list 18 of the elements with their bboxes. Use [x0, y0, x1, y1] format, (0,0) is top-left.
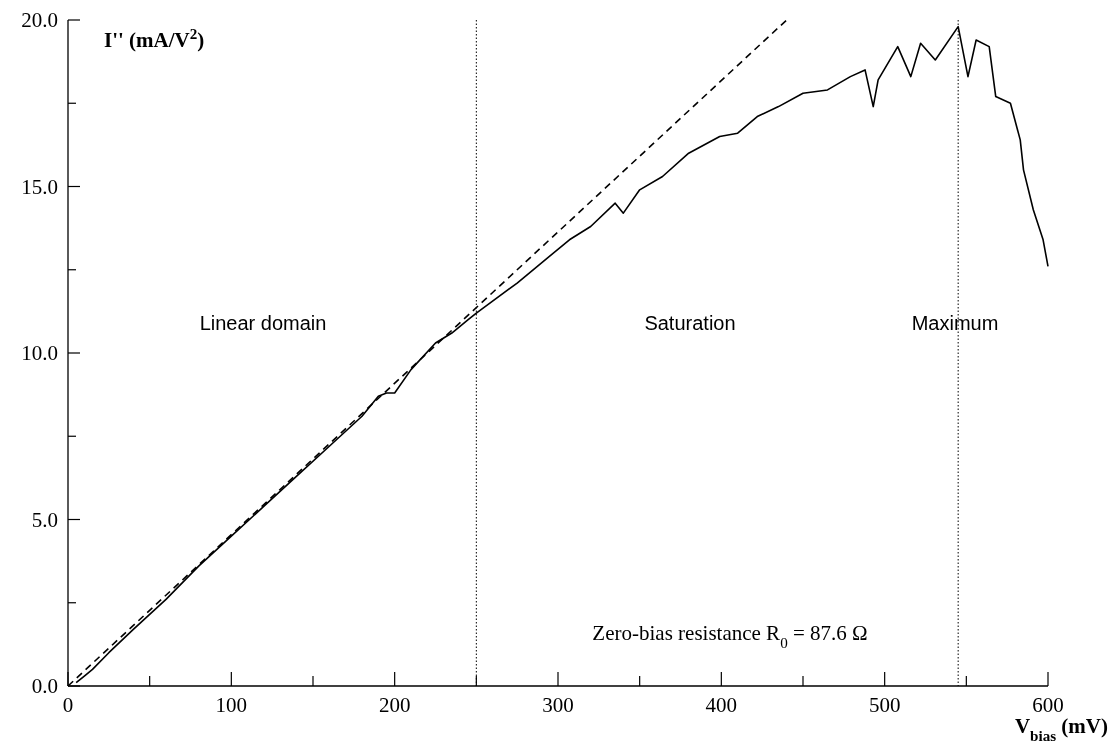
- y-tick-label: 0.0: [31, 674, 58, 698]
- x-tick-label: 0: [62, 693, 74, 717]
- y-tick-label: 10.0: [21, 341, 58, 365]
- x-axis-title: V$_{bias}$ (mV): [1014, 714, 1108, 744]
- x-tick-label: 200: [378, 693, 411, 717]
- y-axis-title: I'' (mA/V$^{2}$): [104, 26, 205, 52]
- annotation: Zero-bias resistance R$_{0}$ = 87.6 Ω: [592, 621, 868, 651]
- y-tick-label: 20.0: [21, 8, 58, 32]
- x-tick-label: 300: [542, 693, 574, 717]
- x-tick-label: 600: [1032, 693, 1064, 717]
- annotation: Linear domain: [199, 312, 327, 334]
- annotation: Maximum: [911, 312, 999, 334]
- y-tick-label: 15.0: [21, 174, 58, 199]
- x-tick-label: 500: [868, 693, 901, 717]
- x-tick-label: 400: [705, 693, 738, 717]
- annotation: Saturation: [644, 312, 736, 334]
- x-tick-label: 100: [215, 693, 248, 717]
- y-tick-label: 5.0: [31, 507, 58, 532]
